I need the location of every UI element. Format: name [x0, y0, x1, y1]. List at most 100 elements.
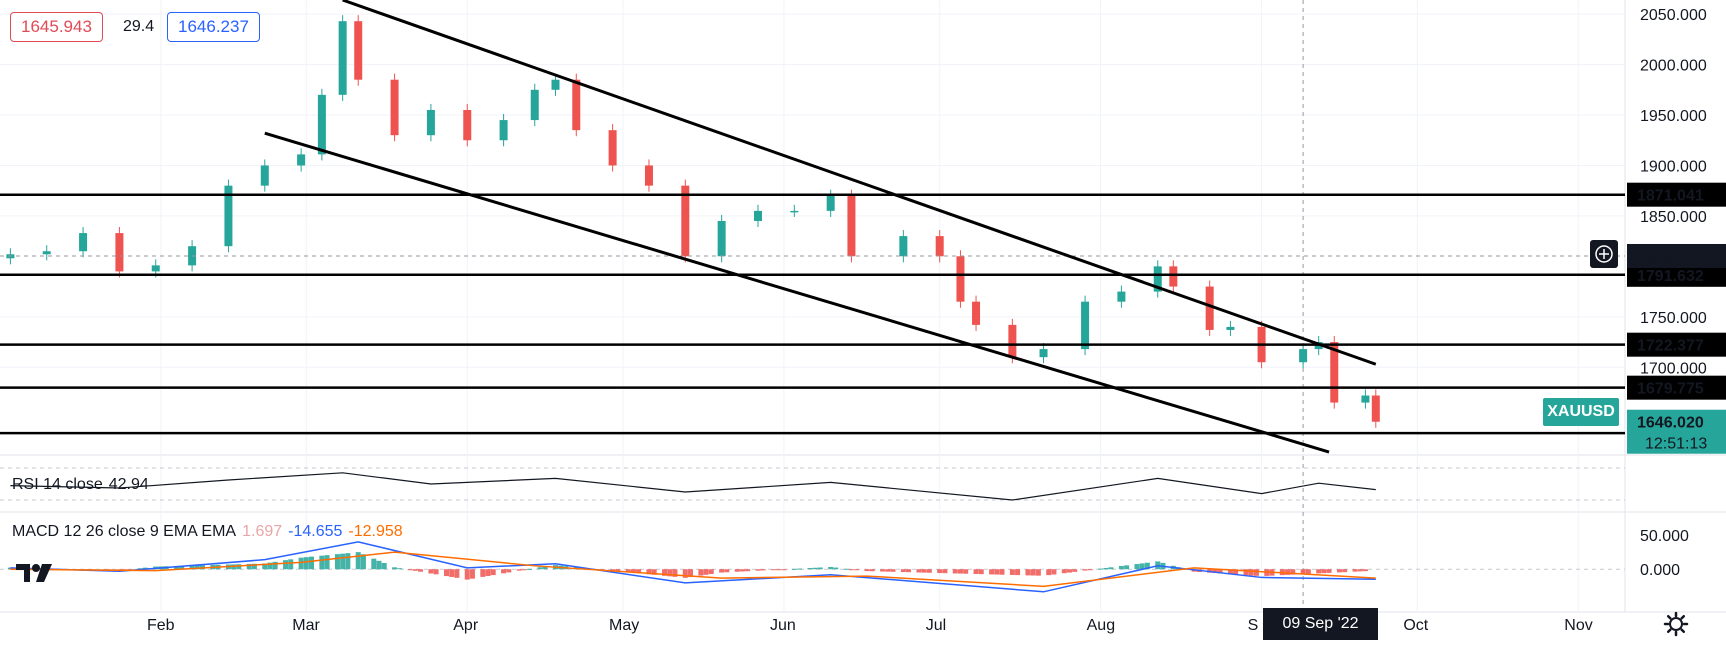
candle — [530, 83, 539, 127]
crosshair-plus-icon[interactable] — [1590, 240, 1618, 268]
y-tick-label: 2050.000 — [1640, 7, 1707, 24]
macd-histogram-bar — [1118, 565, 1124, 570]
macd-histogram-bar — [1087, 569, 1093, 571]
macd-histogram-bar — [454, 569, 460, 578]
macd-histogram-bar — [880, 569, 886, 572]
ask-price[interactable]: 1646.237 — [167, 12, 260, 42]
macd-histogram-bar — [246, 563, 252, 570]
macd-histogram-bar — [1285, 569, 1291, 575]
macd-histogram-bar — [916, 569, 922, 573]
macd-histogram-bar — [1290, 569, 1296, 575]
candle — [463, 103, 472, 147]
candle-body — [608, 130, 617, 166]
macd-histogram-bar — [739, 569, 745, 572]
macd-y-tick-label: 50.000 — [1640, 528, 1689, 545]
candle — [1361, 389, 1370, 409]
candle-body — [1081, 301, 1090, 350]
macd-legend-signal: -12.958 — [348, 523, 403, 540]
price-axis[interactable]: 2050.000 2000.000 1950.000 1900.000 1850.000… — [1640, 7, 1707, 579]
macd-histogram-bar — [937, 569, 943, 574]
macd-histogram-bar — [283, 560, 289, 570]
macd-histogram-bar — [1061, 569, 1067, 574]
macd-histogram-bar — [812, 567, 818, 570]
horizontal-levels[interactable]: 1871.0411791.6321722.3771679.7751634.741… — [0, 182, 1726, 454]
macd-histogram-bar — [418, 569, 424, 572]
macd-histogram-bar — [682, 569, 688, 578]
rsi-legend[interactable]: RSI 14 close 42.94 — [12, 475, 155, 495]
macd-histogram-bar — [397, 568, 403, 570]
macd-histogram-bar — [1321, 569, 1327, 574]
macd-histogram-bar — [1015, 569, 1021, 576]
macd-histogram-bar — [1082, 569, 1088, 571]
candle-body — [1361, 395, 1370, 403]
candle-body — [1117, 291, 1126, 302]
macd-histogram-bar — [501, 569, 507, 574]
macd-histogram-bar — [360, 554, 366, 570]
macd-histogram-bar — [999, 569, 1005, 575]
macd-histogram-bar — [521, 569, 527, 571]
candle-body — [297, 154, 306, 166]
candle — [608, 124, 617, 172]
candle-body — [826, 195, 835, 211]
candle — [1330, 335, 1339, 409]
macd-histogram-bar — [625, 569, 631, 573]
macd-histogram-bar — [1066, 569, 1072, 573]
candle-body — [1299, 349, 1308, 363]
macd-legend[interactable]: MACD 12 26 close 9 EMA EMA 1.697 -14.655 -1… — [12, 522, 409, 542]
level-price-tag — [1627, 332, 1726, 357]
candle-body — [753, 210, 762, 221]
macd-histogram-bar — [324, 555, 330, 570]
macd-histogram-bar — [797, 568, 803, 570]
macd-histogram-bar — [1139, 563, 1145, 570]
macd-histogram-bar — [848, 569, 854, 571]
level-price-label: 1791.632 — [1637, 268, 1704, 285]
candle-body — [224, 185, 233, 247]
macd-histogram-bar — [1134, 564, 1140, 570]
candle-body — [1226, 326, 1235, 330]
macd-histogram-bar — [236, 564, 242, 570]
x-tick-label: Aug — [1087, 617, 1115, 634]
macd-histogram-bar — [428, 569, 434, 574]
x-tick-label: Jul — [926, 617, 946, 634]
candle-body — [42, 251, 51, 255]
macd-histogram-bar — [449, 569, 455, 577]
tradingview-logo-icon[interactable] — [14, 560, 54, 586]
signal-line — [10, 551, 1376, 588]
macd-histogram-bar — [407, 569, 413, 571]
candle — [390, 73, 399, 142]
candle-body — [260, 165, 269, 186]
candle-body — [426, 109, 435, 136]
grid-lines — [0, 0, 1726, 613]
candle — [115, 227, 124, 278]
macd-histogram-bar — [994, 569, 1000, 575]
macd-histogram-bar — [1362, 569, 1368, 572]
macd-histogram-bar — [194, 565, 200, 570]
macd-histogram-bar — [1046, 569, 1052, 576]
macd-histogram-bar — [480, 569, 486, 577]
gear-icon[interactable] — [1663, 611, 1689, 637]
candle-body — [1039, 349, 1048, 358]
bid-price[interactable]: 1645.943 — [10, 12, 103, 42]
macd-histogram-bar — [1336, 569, 1342, 573]
candle — [972, 295, 981, 331]
macd-histogram-bar — [1124, 565, 1130, 570]
trendlines[interactable] — [264, 0, 1377, 454]
candle-body — [644, 165, 653, 186]
macd-histogram-bar — [1357, 569, 1363, 572]
candle — [1169, 260, 1178, 293]
candle — [899, 230, 908, 263]
macd-histogram-bar — [1025, 569, 1031, 576]
x-tick-label: Mar — [292, 617, 320, 634]
candle — [426, 103, 435, 142]
candle-body — [354, 21, 363, 80]
macd-histogram-bar — [355, 552, 361, 570]
macd-histogram-bar — [537, 567, 543, 570]
macd-histogram-bar — [1227, 569, 1233, 575]
macd-histogram-bar — [610, 569, 616, 571]
y-tick-label: 1900.000 — [1640, 158, 1707, 175]
time-axis[interactable]: Feb Mar Apr May Jun Jul Aug S Oct Nov — [147, 617, 1593, 634]
macd-legend-hist: 1.697 — [242, 523, 283, 540]
macd-histogram-bar — [760, 569, 766, 571]
y-tick-label: 1700.000 — [1640, 360, 1707, 377]
